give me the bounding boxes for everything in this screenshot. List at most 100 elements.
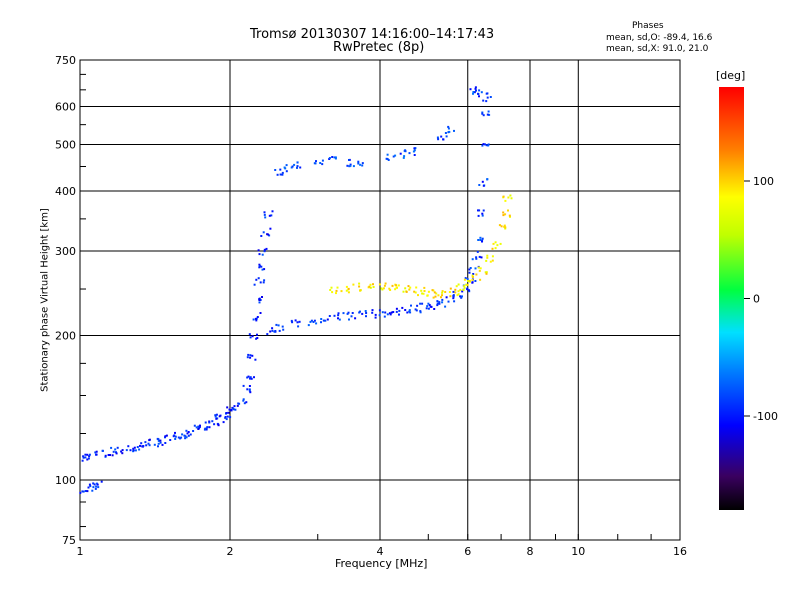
data-point (349, 163, 352, 166)
data-point (281, 171, 284, 174)
data-point (489, 96, 492, 98)
data-point (475, 89, 477, 92)
data-point (478, 269, 481, 272)
colorbar (719, 87, 744, 510)
data-point (369, 283, 372, 286)
data-point (322, 319, 325, 322)
data-point (92, 482, 95, 485)
data-point (504, 199, 507, 202)
data-point (402, 156, 405, 159)
data-point (148, 438, 151, 441)
data-point (384, 311, 387, 314)
data-point (383, 315, 386, 318)
data-point (479, 239, 482, 241)
data-point (296, 321, 299, 324)
data-point (504, 226, 507, 229)
data-point (270, 214, 273, 217)
data-point (109, 454, 111, 456)
data-point (457, 283, 460, 286)
x-tick-label: 8 (527, 545, 534, 558)
x-axis-label: Frequency [MHz] (335, 557, 428, 570)
data-point (257, 249, 260, 252)
data-point (215, 413, 218, 416)
data-point (267, 233, 269, 236)
data-point (392, 155, 395, 158)
data-point (415, 309, 418, 312)
data-point (208, 421, 211, 424)
data-point (380, 287, 383, 290)
y-tick-label: 600 (55, 101, 76, 114)
data-point (237, 402, 240, 405)
data-point (441, 291, 444, 294)
data-point (269, 227, 272, 230)
data-point (378, 283, 381, 286)
data-point (436, 302, 439, 305)
data-point (110, 446, 113, 449)
data-point (116, 446, 119, 449)
data-point (281, 173, 284, 176)
data-point (199, 424, 201, 427)
data-point (213, 423, 216, 426)
data-point (299, 166, 302, 169)
data-point (357, 162, 360, 165)
data-point (475, 273, 478, 276)
data-point (257, 277, 260, 280)
data-point (263, 211, 266, 214)
data-point (187, 431, 190, 433)
data-point (197, 428, 200, 430)
data-point (389, 289, 392, 291)
data-point (477, 214, 480, 217)
data-point (225, 412, 228, 414)
data-point (485, 100, 488, 103)
data-point (259, 281, 262, 284)
data-point (502, 211, 505, 214)
data-point (481, 240, 483, 243)
data-point (478, 184, 481, 186)
data-point (187, 434, 190, 437)
data-point (468, 279, 471, 282)
data-point (331, 156, 334, 158)
data-point (479, 267, 482, 270)
data-point (368, 285, 371, 288)
data-point (291, 321, 294, 324)
data-point (227, 411, 230, 414)
y-tick-label: 400 (55, 185, 76, 198)
data-point (330, 286, 333, 289)
data-point (145, 444, 148, 447)
data-point (416, 304, 419, 307)
data-point (359, 310, 361, 313)
data-point (258, 266, 261, 269)
data-point (255, 278, 258, 281)
x-tick-label: 10 (571, 545, 585, 558)
data-point (285, 170, 288, 173)
data-point (440, 296, 442, 299)
data-point (449, 295, 452, 298)
data-point (459, 288, 462, 291)
data-point (115, 452, 118, 455)
data-point (313, 162, 316, 165)
data-point (284, 167, 287, 170)
data-point (474, 87, 477, 90)
data-point (148, 444, 151, 447)
data-point (454, 288, 457, 291)
data-point (174, 435, 177, 438)
data-point (471, 281, 474, 284)
data-point (321, 163, 324, 166)
data-point (88, 483, 91, 486)
data-point (414, 291, 417, 294)
data-point (460, 296, 463, 299)
data-point (253, 376, 255, 379)
data-point (447, 127, 450, 130)
data-point (338, 318, 341, 321)
data-point (273, 330, 276, 333)
data-point (84, 453, 87, 456)
data-point (423, 286, 426, 289)
data-point (486, 256, 489, 259)
data-point (279, 173, 282, 176)
data-point (249, 377, 251, 380)
data-point (335, 289, 338, 292)
data-point (358, 285, 361, 288)
y-tick-label: 100 (55, 474, 76, 487)
data-point (233, 405, 236, 408)
data-point (125, 449, 128, 452)
